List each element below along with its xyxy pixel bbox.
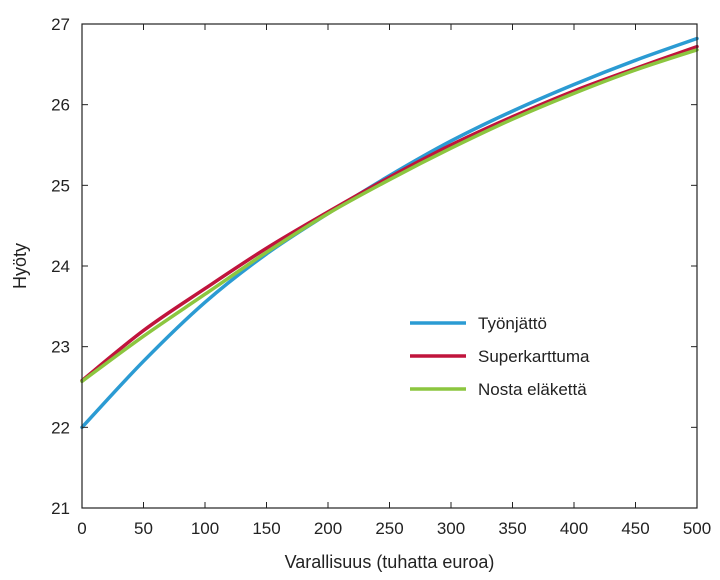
y-tick-label: 24 [51,257,70,276]
x-tick-label: 350 [498,519,526,538]
x-tick-label: 200 [314,519,342,538]
y-tick-label: 25 [51,176,70,195]
legend-label: Työnjättö [478,314,547,333]
x-tick-label: 50 [134,519,153,538]
x-axis-label: Varallisuus (tuhatta euroa) [285,552,495,572]
y-tick-label: 21 [51,499,70,518]
x-tick-label: 150 [252,519,280,538]
ticks-layer: 0 50 100 150 200 250 300 350 400 450 500 21 22 23 24 25… [51,15,711,538]
legend: Työnjättö Superkarttuma Nosta eläkettä [410,314,590,399]
x-tick-label: 300 [437,519,465,538]
x-tick-label: 500 [683,519,711,538]
y-tick-label: 27 [51,15,70,34]
y-axis-label: Hyöty [10,243,30,289]
x-tick-label: 400 [560,519,588,538]
x-tick-label: 450 [621,519,649,538]
x-tick-label: 100 [191,519,219,538]
legend-label: Nosta eläkettä [478,380,587,399]
legend-label: Superkarttuma [478,347,590,366]
y-tick-label: 23 [51,338,70,357]
y-tick-label: 26 [51,96,70,115]
y-tick-label: 22 [51,418,70,437]
x-tick-label: 0 [77,519,86,538]
series-line-2 [80,48,699,384]
series-layer [80,36,699,430]
series-line-1 [80,44,699,383]
x-tick-label: 250 [375,519,403,538]
